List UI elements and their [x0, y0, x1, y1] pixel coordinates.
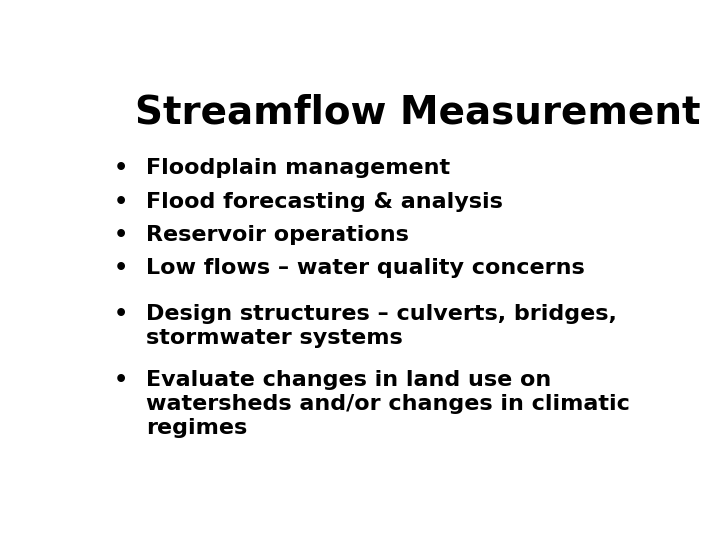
Text: Low flows – water quality concerns: Low flows – water quality concerns: [145, 258, 585, 278]
Text: •: •: [114, 258, 128, 278]
Text: Floodplain management: Floodplain management: [145, 158, 450, 178]
Text: Reservoir operations: Reservoir operations: [145, 225, 409, 245]
Text: •: •: [114, 304, 128, 324]
Text: Evaluate changes in land use on
watersheds and/or changes in climatic
regimes: Evaluate changes in land use on watershe…: [145, 370, 630, 438]
Text: •: •: [114, 225, 128, 245]
Text: •: •: [114, 158, 128, 178]
Text: Flood forecasting & analysis: Flood forecasting & analysis: [145, 192, 503, 212]
Text: •: •: [114, 370, 128, 390]
Text: Streamflow Measurement: Streamflow Measurement: [135, 94, 700, 132]
Text: •: •: [114, 192, 128, 212]
Text: Design structures – culverts, bridges,
stormwater systems: Design structures – culverts, bridges, s…: [145, 304, 616, 348]
